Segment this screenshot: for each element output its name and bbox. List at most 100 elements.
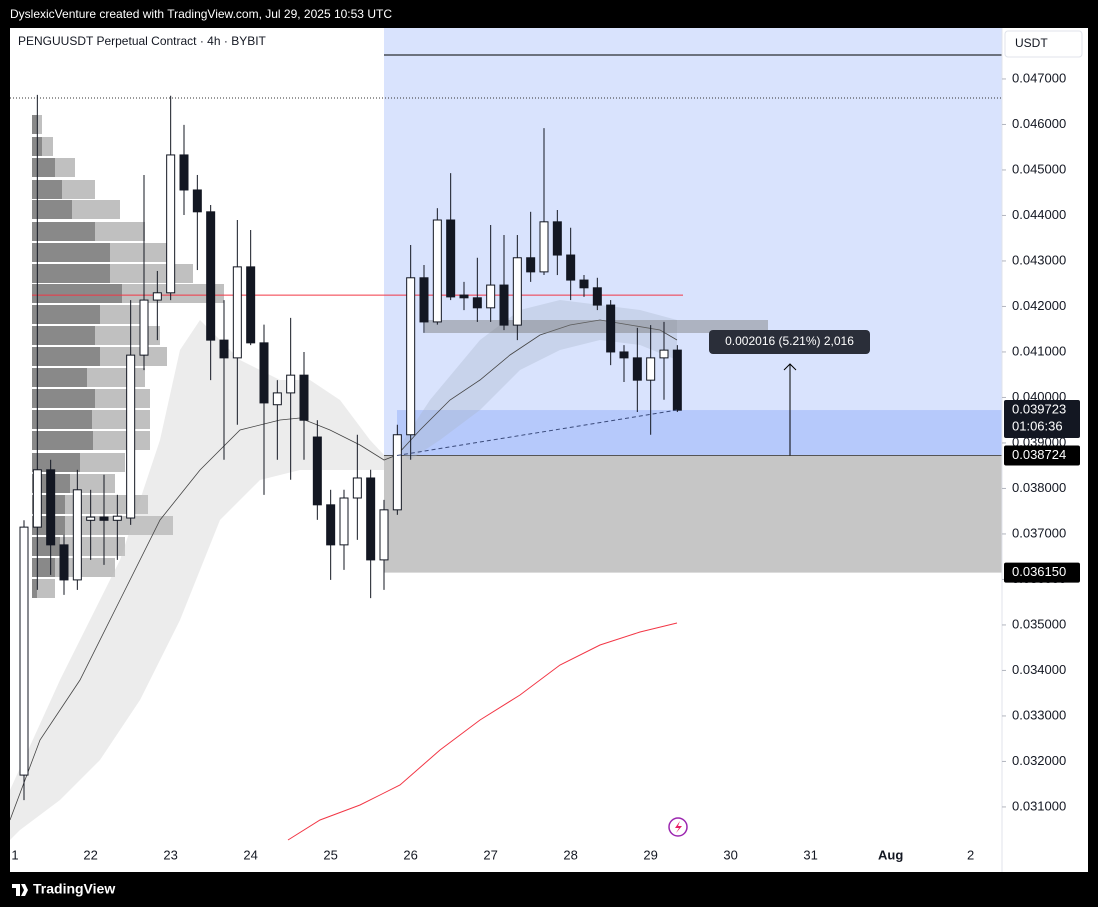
- countdown: 01:06:36: [1012, 418, 1063, 433]
- y-tick-label: 0.034000: [1012, 662, 1066, 677]
- y-tick-label: 0.038000: [1012, 480, 1066, 495]
- candle-body: [499, 284, 509, 326]
- x-tick-label: 28: [563, 847, 577, 862]
- volume-profile-dark: [32, 200, 72, 219]
- candle-body: [526, 257, 536, 273]
- candle-body: [566, 254, 576, 281]
- candle-body: [646, 357, 656, 381]
- candle-body: [366, 477, 376, 561]
- volume-profile-dark: [32, 453, 80, 472]
- candle-body: [486, 284, 496, 309]
- y-tick-label: 0.031000: [1012, 798, 1066, 813]
- x-tick-label: 31: [803, 847, 817, 862]
- y-tick-label: 0.041000: [1012, 343, 1066, 358]
- candle-body: [46, 469, 56, 546]
- brand-logo: [12, 884, 28, 896]
- volume-profile-dark: [32, 558, 55, 577]
- volume-profile-dark: [32, 410, 92, 429]
- candle-body: [86, 516, 96, 521]
- plot: [10, 28, 1002, 841]
- profit-zone: [384, 28, 1002, 456]
- candle-body: [672, 349, 682, 411]
- price-label: 0.036150: [1012, 564, 1066, 579]
- ma-line-red: [287, 622, 678, 841]
- volume-profile-dark: [32, 180, 62, 199]
- candle-body: [299, 374, 309, 421]
- candle-body: [432, 219, 442, 323]
- candle-body: [272, 392, 282, 406]
- icon: [668, 817, 688, 837]
- volume-profile-dark: [32, 347, 100, 366]
- y-tick-label: 0.044000: [1012, 207, 1066, 222]
- volume-profile-dark: [32, 264, 110, 283]
- currency: USDT: [1015, 36, 1048, 50]
- candle-body: [619, 351, 629, 359]
- candle-body: [592, 287, 602, 306]
- candle-body: [166, 154, 176, 294]
- x-tick-label: 25: [323, 847, 337, 862]
- range-box: [425, 320, 768, 333]
- y-tick-label: 0.043000: [1012, 252, 1066, 267]
- x-tick-label: 26: [403, 847, 417, 862]
- candle-body: [552, 221, 562, 256]
- y-tick-label: 0.045000: [1012, 161, 1066, 176]
- y-tick-label: 0.047000: [1012, 70, 1066, 85]
- icon: [675, 821, 682, 833]
- candle-body: [286, 374, 296, 394]
- x-tick-label: 1: [11, 847, 18, 862]
- candle-body: [512, 257, 522, 326]
- candle-body: [32, 469, 42, 528]
- candle-body: [259, 342, 269, 404]
- candle-body: [406, 277, 416, 436]
- candle-body: [459, 294, 469, 299]
- x-tick-label: 23: [163, 847, 177, 862]
- candle-body: [352, 477, 362, 499]
- title: PENGUUSDT Perpetual Contract · 4h · BYBI…: [18, 34, 267, 48]
- candle-body: [339, 497, 349, 546]
- candle-body: [112, 515, 122, 521]
- volume-profile-dark: [32, 115, 37, 134]
- volume-profile-dark: [32, 326, 95, 345]
- measure-box: [709, 330, 870, 354]
- candle-body: [72, 489, 82, 581]
- candle-body: [59, 544, 69, 581]
- volume-profile-dark: [32, 243, 110, 262]
- x-tick-label: 27: [483, 847, 497, 862]
- loss-zone: [384, 455, 1002, 573]
- measure-arrow-head: [783, 363, 797, 371]
- x-tick-label: 24: [243, 847, 257, 862]
- x-tick-label: 29: [643, 847, 657, 862]
- volume-profile-dark: [32, 305, 100, 324]
- price-label-box: [1004, 445, 1080, 466]
- candle-body: [152, 292, 162, 301]
- volume-profile-dark: [32, 368, 87, 387]
- candle-body: [192, 189, 202, 213]
- x-tick-label: Aug: [878, 847, 903, 862]
- candle-body: [606, 304, 616, 353]
- volume-profile-dark: [32, 431, 93, 450]
- y-tick-label: 0.033000: [1012, 707, 1066, 722]
- header: DyslexicVenture created with TradingView…: [10, 7, 392, 21]
- volume-profile-dark: [32, 579, 37, 598]
- candle-body: [206, 211, 216, 341]
- candle-body: [312, 436, 322, 506]
- dashed-trend: [396, 409, 678, 456]
- candle-body: [246, 266, 256, 344]
- candle-body: [379, 509, 389, 561]
- y-tick-label: 0.042000: [1012, 298, 1066, 313]
- price-label: 0.039723: [1012, 401, 1066, 416]
- volume-profile-dark: [32, 222, 95, 241]
- candle-body: [579, 279, 589, 289]
- current-profit-zone: [397, 410, 1002, 456]
- candle-body: [232, 266, 242, 359]
- title-box: [12, 32, 282, 52]
- candle-body: [19, 526, 29, 776]
- candle-body: [99, 516, 109, 521]
- candle-body: [126, 354, 136, 519]
- candle-body: [392, 434, 402, 511]
- volume-profile-dark: [32, 389, 95, 408]
- candle-body: [139, 299, 149, 356]
- candle-body: [659, 349, 669, 359]
- y-tick-label: 0.035000: [1012, 616, 1066, 631]
- x-tick-label: 2: [967, 847, 974, 862]
